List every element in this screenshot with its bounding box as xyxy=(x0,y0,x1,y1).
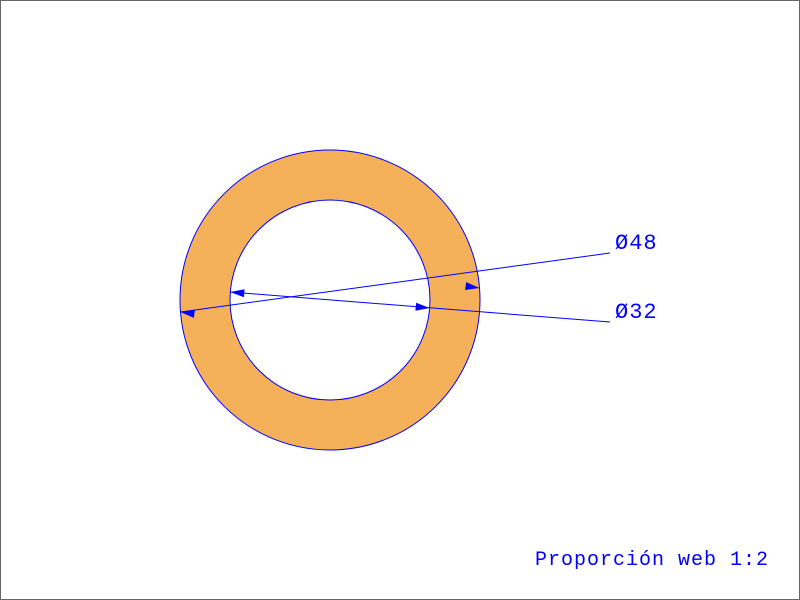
inner-diameter-label: Ø32 xyxy=(615,300,658,325)
outer-diameter-label: Ø48 xyxy=(615,231,658,256)
diagram-canvas: Ø48 Ø32 Proporción web 1:2 xyxy=(0,0,800,600)
diagram-svg xyxy=(0,0,800,600)
proportion-caption: Proporción web 1:2 xyxy=(535,549,769,572)
